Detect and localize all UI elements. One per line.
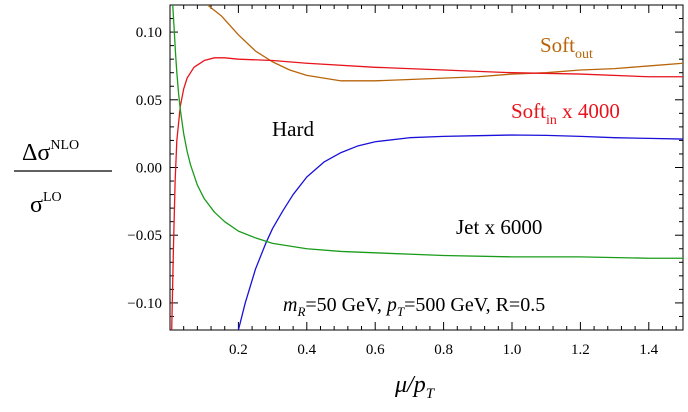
x-tick-label: 0.2 bbox=[229, 342, 248, 358]
y-label-numerator: Δσ bbox=[22, 140, 50, 166]
x-tick-label: 0.6 bbox=[366, 342, 385, 358]
x-tick-label: 0.4 bbox=[297, 342, 316, 358]
x-tick-label: 0.8 bbox=[434, 342, 453, 358]
y-tick-label: −0.05 bbox=[127, 228, 162, 244]
x-label-main: μ/p bbox=[394, 372, 426, 398]
x-tick-label: 1.0 bbox=[503, 342, 522, 358]
svg-text:ΔσNLO: ΔσNLO bbox=[22, 138, 79, 166]
series-line-3 bbox=[172, 5, 683, 259]
label-soft-in: Softin x 4000 bbox=[511, 99, 620, 128]
x-tick-label: 1.2 bbox=[571, 342, 590, 358]
y-axis-label: ΔσNLO σLO bbox=[14, 138, 112, 218]
y-label-denominator: σ bbox=[30, 192, 43, 218]
x-tick-label: 1.4 bbox=[639, 342, 658, 358]
label-soft-out: Softout bbox=[540, 33, 593, 62]
y-label-denominator-sup: LO bbox=[43, 190, 62, 205]
x-label-sub: T bbox=[426, 386, 436, 402]
parameters-annotation: mR=50 GeV, pT=500 GeV, R=0.5 bbox=[283, 294, 545, 319]
axes-frame bbox=[169, 4, 684, 331]
x-axis-label: μ/pT bbox=[394, 372, 436, 402]
series-line-0 bbox=[207, 5, 683, 82]
svg-text:σLO: σLO bbox=[30, 190, 62, 218]
y-tick-label: 0.10 bbox=[136, 25, 162, 41]
plot-frame bbox=[169, 4, 684, 331]
label-hard: Hard bbox=[272, 117, 314, 141]
y-tick-label: 0.05 bbox=[136, 93, 162, 109]
series-line-1 bbox=[171, 57, 683, 330]
series-group bbox=[171, 5, 683, 330]
y-tick-label: −0.10 bbox=[127, 296, 162, 312]
y-label-numerator-sup: NLO bbox=[50, 138, 79, 153]
label-jet: Jet x 6000 bbox=[456, 215, 542, 239]
series-line-2 bbox=[237, 134, 683, 330]
y-tick-label: 0.00 bbox=[136, 161, 162, 177]
ticks: 0.2 0.4 0.6 0.8 1.0 1.2 1.4 0.10 0.05 0.00 −0.05 −0… bbox=[127, 5, 683, 358]
